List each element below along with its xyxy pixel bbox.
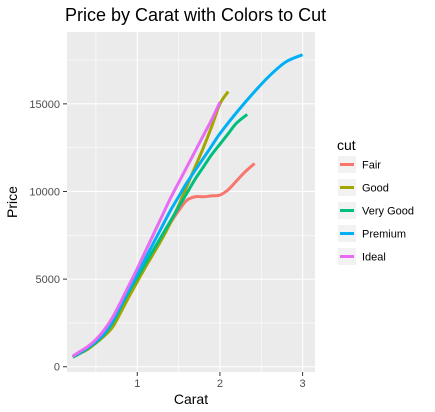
y-tick-label: 15000 (29, 99, 60, 111)
y-tick-label: 5000 (36, 274, 60, 286)
legend-label-ideal: Ideal (362, 252, 386, 264)
series-line-premium (72, 53, 304, 358)
x-tick-label: 2 (217, 378, 223, 390)
grid-major (67, 32, 315, 372)
x-tick-label: 1 (134, 378, 140, 390)
y-axis-title: Price (4, 186, 20, 218)
x-axis: 1 2 3 (134, 372, 306, 390)
legend-title: cut (337, 137, 356, 153)
x-tick-label: 3 (300, 378, 306, 390)
legend-label-good: Good (362, 183, 389, 195)
series-line-ideal (71, 101, 222, 358)
legend-label-premium: Premium (362, 229, 406, 241)
y-tick-label: 10000 (29, 186, 60, 198)
series-lines (71, 53, 304, 359)
y-tick-label: 0 (54, 362, 60, 374)
legend-label-fair: Fair (362, 160, 381, 172)
legend-label-very-good: Very Good (362, 206, 414, 218)
plot-panel (67, 32, 315, 372)
x-axis-title: Carat (174, 391, 208, 407)
y-axis: 0 5000 10000 15000 (29, 99, 67, 374)
chart-title: Price by Carat with Colors to Cut (65, 5, 326, 25)
legend: cut Fair Good Very Good Premium Ideal (337, 137, 414, 265)
